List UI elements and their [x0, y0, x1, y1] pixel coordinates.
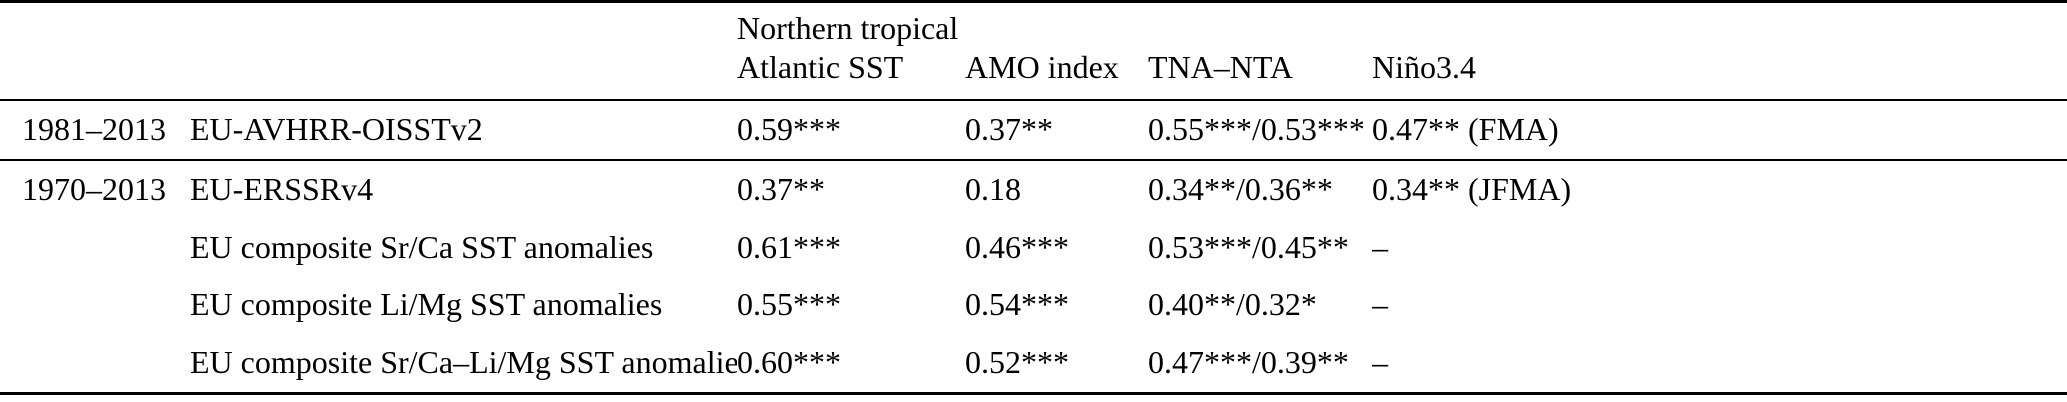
- column-header-text: AMO index: [965, 49, 1119, 86]
- period-cell: [0, 334, 190, 393]
- value-cell: 0.61***: [737, 228, 841, 265]
- row-group: 1981–2013 EU-AVHRR-OISSTv2 0.59*** 0.37** 0.…: [0, 100, 2067, 160]
- column-header-nta-sst: Northern tropical Atlantic SST: [737, 1, 965, 102]
- value-cell: 0.53***/0.45**: [1148, 228, 1349, 265]
- value-cell: 0.37**: [737, 170, 825, 207]
- value-cell: –: [1372, 286, 1388, 323]
- value-cell: 0.52***: [965, 344, 1069, 381]
- dataset-cell: EU composite Sr/Ca–Li/Mg SST anomalies: [190, 344, 737, 381]
- value-cell: 0.34**/0.36**: [1148, 170, 1333, 207]
- table-row: EU composite Li/Mg SST anomalies 0.55*** 0…: [0, 276, 2067, 334]
- value-cell: 0.47** (FMA): [1372, 111, 1559, 148]
- value-cell: 0.55***/0.53***: [1148, 111, 1365, 148]
- period-cell: 1970–2013: [22, 170, 166, 207]
- period-cell: 1981–2013: [22, 111, 166, 148]
- column-header-amo: AMO index: [965, 1, 1148, 102]
- value-cell: 0.37**: [965, 111, 1053, 148]
- header-row: Northern tropical Atlantic SST AMO index TN…: [0, 1, 2067, 102]
- dataset-cell: EU-ERSSRv4: [190, 170, 374, 207]
- dataset-cell: EU composite Sr/Ca SST anomalies: [190, 228, 654, 265]
- value-cell: 0.54***: [965, 286, 1069, 323]
- column-header-text: Niño3.4: [1372, 49, 1476, 86]
- row-group: 1970–2013 EU-ERSSRv4 0.37** 0.18 0.34**/0.36…: [0, 159, 2067, 394]
- dataset-cell: EU composite Li/Mg SST anomalies: [190, 286, 663, 323]
- value-cell: 0.46***: [965, 228, 1069, 265]
- column-header-text: Atlantic SST: [737, 49, 904, 86]
- period-cell: [0, 219, 190, 277]
- column-header-tna-nta: TNA–NTA: [1148, 1, 1372, 102]
- table-row: 1970–2013 EU-ERSSRv4 0.37** 0.18 0.34**/0.36…: [0, 160, 2067, 219]
- table-row: EU composite Sr/Ca–Li/Mg SST anomalies 0.…: [0, 334, 2067, 393]
- period-cell: [0, 276, 190, 334]
- column-header-dataset: [190, 1, 737, 102]
- value-cell: 0.34** (JFMA): [1372, 170, 1572, 207]
- value-cell: –: [1372, 344, 1388, 381]
- column-header-period: [0, 1, 190, 102]
- value-cell: 0.59***: [737, 111, 841, 148]
- value-cell: 0.18: [965, 170, 1021, 207]
- value-cell: –: [1372, 228, 1388, 265]
- value-cell: 0.55***: [737, 286, 841, 323]
- value-cell: 0.60***: [737, 344, 841, 381]
- table-row: 1981–2013 EU-AVHRR-OISSTv2 0.59*** 0.37** 0.…: [0, 100, 2067, 160]
- value-cell: 0.47***/0.39**: [1148, 344, 1349, 381]
- table-row: EU composite Sr/Ca SST anomalies 0.61*** 0…: [0, 219, 2067, 277]
- column-header-text: Northern tropical: [737, 10, 959, 46]
- dataset-cell: EU-AVHRR-OISSTv2: [190, 111, 483, 148]
- column-header-text: TNA–NTA: [1148, 49, 1293, 86]
- value-cell: 0.40**/0.32*: [1148, 286, 1317, 323]
- table-header: Northern tropical Atlantic SST AMO index TN…: [0, 1, 2067, 102]
- column-header-nino34: Niño3.4: [1372, 1, 2067, 102]
